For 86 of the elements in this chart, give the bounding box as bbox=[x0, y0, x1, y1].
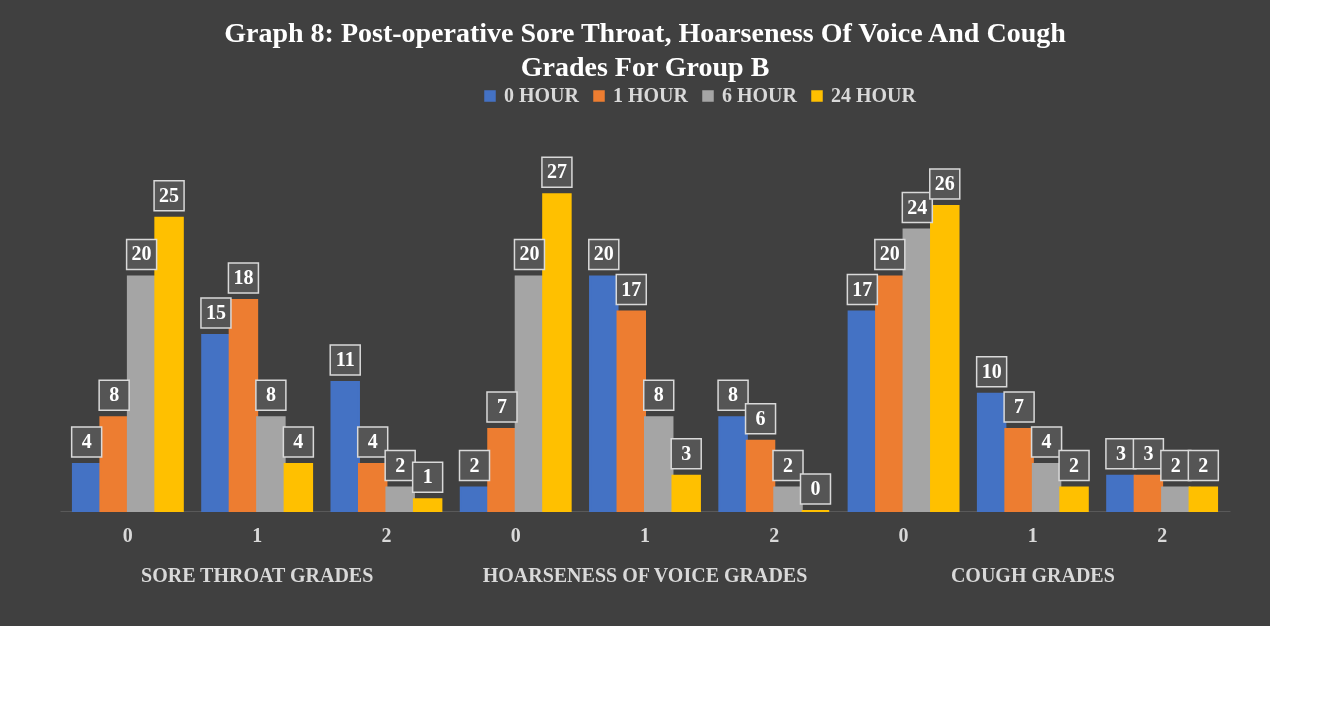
data-label: 20 bbox=[879, 242, 900, 265]
bar bbox=[1004, 427, 1034, 512]
data-label: 8 bbox=[109, 383, 120, 406]
bar bbox=[412, 498, 443, 512]
legend-label: 0 HOUR bbox=[504, 84, 580, 106]
data-label: 3 bbox=[1143, 441, 1154, 464]
bar bbox=[330, 380, 360, 512]
data-label: 20 bbox=[519, 242, 540, 265]
bar bbox=[847, 310, 878, 512]
data-label: 25 bbox=[159, 183, 180, 206]
data-label: 27 bbox=[546, 160, 567, 183]
x-tick-label: 2 bbox=[1157, 523, 1168, 546]
bar bbox=[201, 334, 231, 512]
legend-label: 24 HOUR bbox=[831, 84, 917, 106]
bar bbox=[930, 205, 960, 512]
data-label: 4 bbox=[1041, 430, 1052, 453]
legend-label: 6 HOUR bbox=[722, 84, 798, 106]
bar bbox=[976, 392, 1007, 512]
bar bbox=[99, 416, 129, 512]
bar bbox=[71, 463, 102, 512]
data-label: 10 bbox=[981, 359, 1002, 382]
data-label: 1 bbox=[422, 465, 433, 488]
bar bbox=[875, 275, 905, 512]
data-label: 0 bbox=[810, 477, 821, 499]
data-label: 17 bbox=[852, 277, 873, 300]
data-label: 2 bbox=[783, 453, 794, 476]
bar bbox=[1133, 474, 1164, 512]
data-label: 2 bbox=[469, 453, 480, 476]
text: SORE THROAT GRADES bbox=[141, 564, 374, 586]
text: COUGH GRADES bbox=[950, 564, 1115, 586]
bar bbox=[126, 275, 157, 512]
bar bbox=[718, 416, 748, 512]
bar bbox=[1188, 486, 1219, 512]
bar bbox=[256, 416, 286, 512]
x-tick-label: 2 bbox=[381, 523, 392, 546]
data-label: 4 bbox=[81, 430, 92, 453]
x-tick-label: 2 bbox=[769, 523, 780, 546]
bar bbox=[228, 298, 259, 512]
legend-label: 1 HOUR bbox=[613, 84, 689, 106]
data-label: 3 bbox=[1115, 441, 1126, 464]
bar bbox=[1059, 486, 1089, 512]
data-label: 8 bbox=[653, 383, 664, 406]
data-label: 8 bbox=[728, 383, 739, 406]
x-tick-label: 1 bbox=[640, 523, 650, 546]
data-label: 4 bbox=[367, 430, 378, 453]
bar bbox=[745, 439, 776, 512]
data-label: 7 bbox=[1014, 394, 1025, 417]
bar bbox=[514, 275, 545, 512]
x-tick-label: 1 bbox=[252, 523, 263, 546]
x-tick-label: 1 bbox=[1027, 523, 1038, 546]
data-label: 7 bbox=[496, 394, 507, 417]
data-label: 20 bbox=[593, 242, 614, 265]
data-label: 2 bbox=[1069, 453, 1080, 476]
data-label: 17 bbox=[621, 277, 642, 300]
x-tick-label: 0 bbox=[122, 523, 133, 546]
data-label: 26 bbox=[934, 172, 955, 195]
data-label: 24 bbox=[907, 195, 928, 218]
data-label: 18 bbox=[233, 265, 254, 288]
bar bbox=[616, 310, 646, 512]
data-label: 20 bbox=[131, 242, 152, 265]
bar bbox=[644, 416, 674, 512]
data-label: 8 bbox=[265, 383, 276, 406]
data-label: 2 bbox=[395, 453, 406, 476]
data-label: 15 bbox=[205, 301, 226, 324]
data-label: 3 bbox=[681, 441, 692, 464]
bar bbox=[385, 486, 415, 512]
x-tick-label: 0 bbox=[510, 523, 521, 546]
bar bbox=[487, 427, 517, 512]
text: HOARSENESS OF VOICE GRADES bbox=[482, 564, 808, 586]
chart-title: Graph 8: Post-operative Sore Throat, Hoarseness Of Voice And Cough Grades For Group B bbox=[224, 17, 1067, 82]
bar bbox=[357, 463, 388, 512]
bar bbox=[154, 216, 184, 512]
data-label: 2 bbox=[1198, 453, 1209, 476]
bar bbox=[589, 275, 619, 512]
bar bbox=[283, 463, 314, 512]
data-label: 11 bbox=[335, 347, 355, 370]
bar bbox=[459, 486, 490, 512]
bar bbox=[1106, 474, 1136, 512]
data-label: 6 bbox=[755, 406, 766, 429]
bar bbox=[542, 193, 572, 512]
bar bbox=[1161, 486, 1191, 512]
x-tick-label: 0 bbox=[898, 523, 909, 546]
bar bbox=[671, 474, 701, 512]
data-label: 2 bbox=[1170, 453, 1181, 476]
bar bbox=[1031, 463, 1062, 512]
data-label: 4 bbox=[293, 430, 304, 453]
